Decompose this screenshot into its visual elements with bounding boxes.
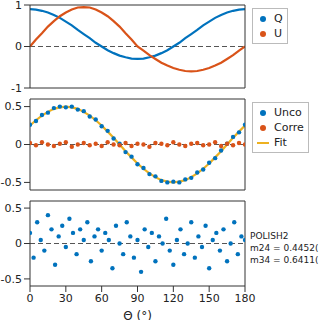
svg-text:0: 0 xyxy=(15,138,22,151)
svg-text:30: 30 xyxy=(59,292,73,305)
svg-text:0.5: 0.5 xyxy=(8,100,22,113)
svg-text:-1: -1 xyxy=(11,82,22,94)
html-text:m24 = 0.4452(: m24 = 0.4452( xyxy=(250,243,319,253)
svg-text:90: 90 xyxy=(131,292,145,305)
html-text:Unco: Unco xyxy=(274,106,302,119)
html-text:m34 = 0.6411(: m34 = 0.6411( xyxy=(250,255,319,265)
svg-text:0: 0 xyxy=(15,40,22,53)
svg-text:-0.5: -0.5 xyxy=(8,273,22,286)
svg-text:120: 120 xyxy=(163,292,184,305)
svg-text:60: 60 xyxy=(95,292,109,305)
html-text:POLISH2: POLISH2 xyxy=(250,231,289,241)
svg-text:0: 0 xyxy=(15,237,22,250)
svg-text:-0.5: -0.5 xyxy=(8,176,22,189)
svg-text:150: 150 xyxy=(199,292,220,305)
html-text:Corre: Corre xyxy=(274,121,304,134)
svg-text:Θ (°): Θ (°) xyxy=(123,309,152,320)
svg-text:0.5: 0.5 xyxy=(8,202,22,215)
svg-text:180: 180 xyxy=(235,292,256,305)
html-text:U: U xyxy=(274,27,283,40)
svg-text:0: 0 xyxy=(27,292,34,305)
svg-text:1: 1 xyxy=(15,0,22,12)
html-text:Q: Q xyxy=(274,12,283,25)
html-text:Fit: Fit xyxy=(274,136,287,149)
